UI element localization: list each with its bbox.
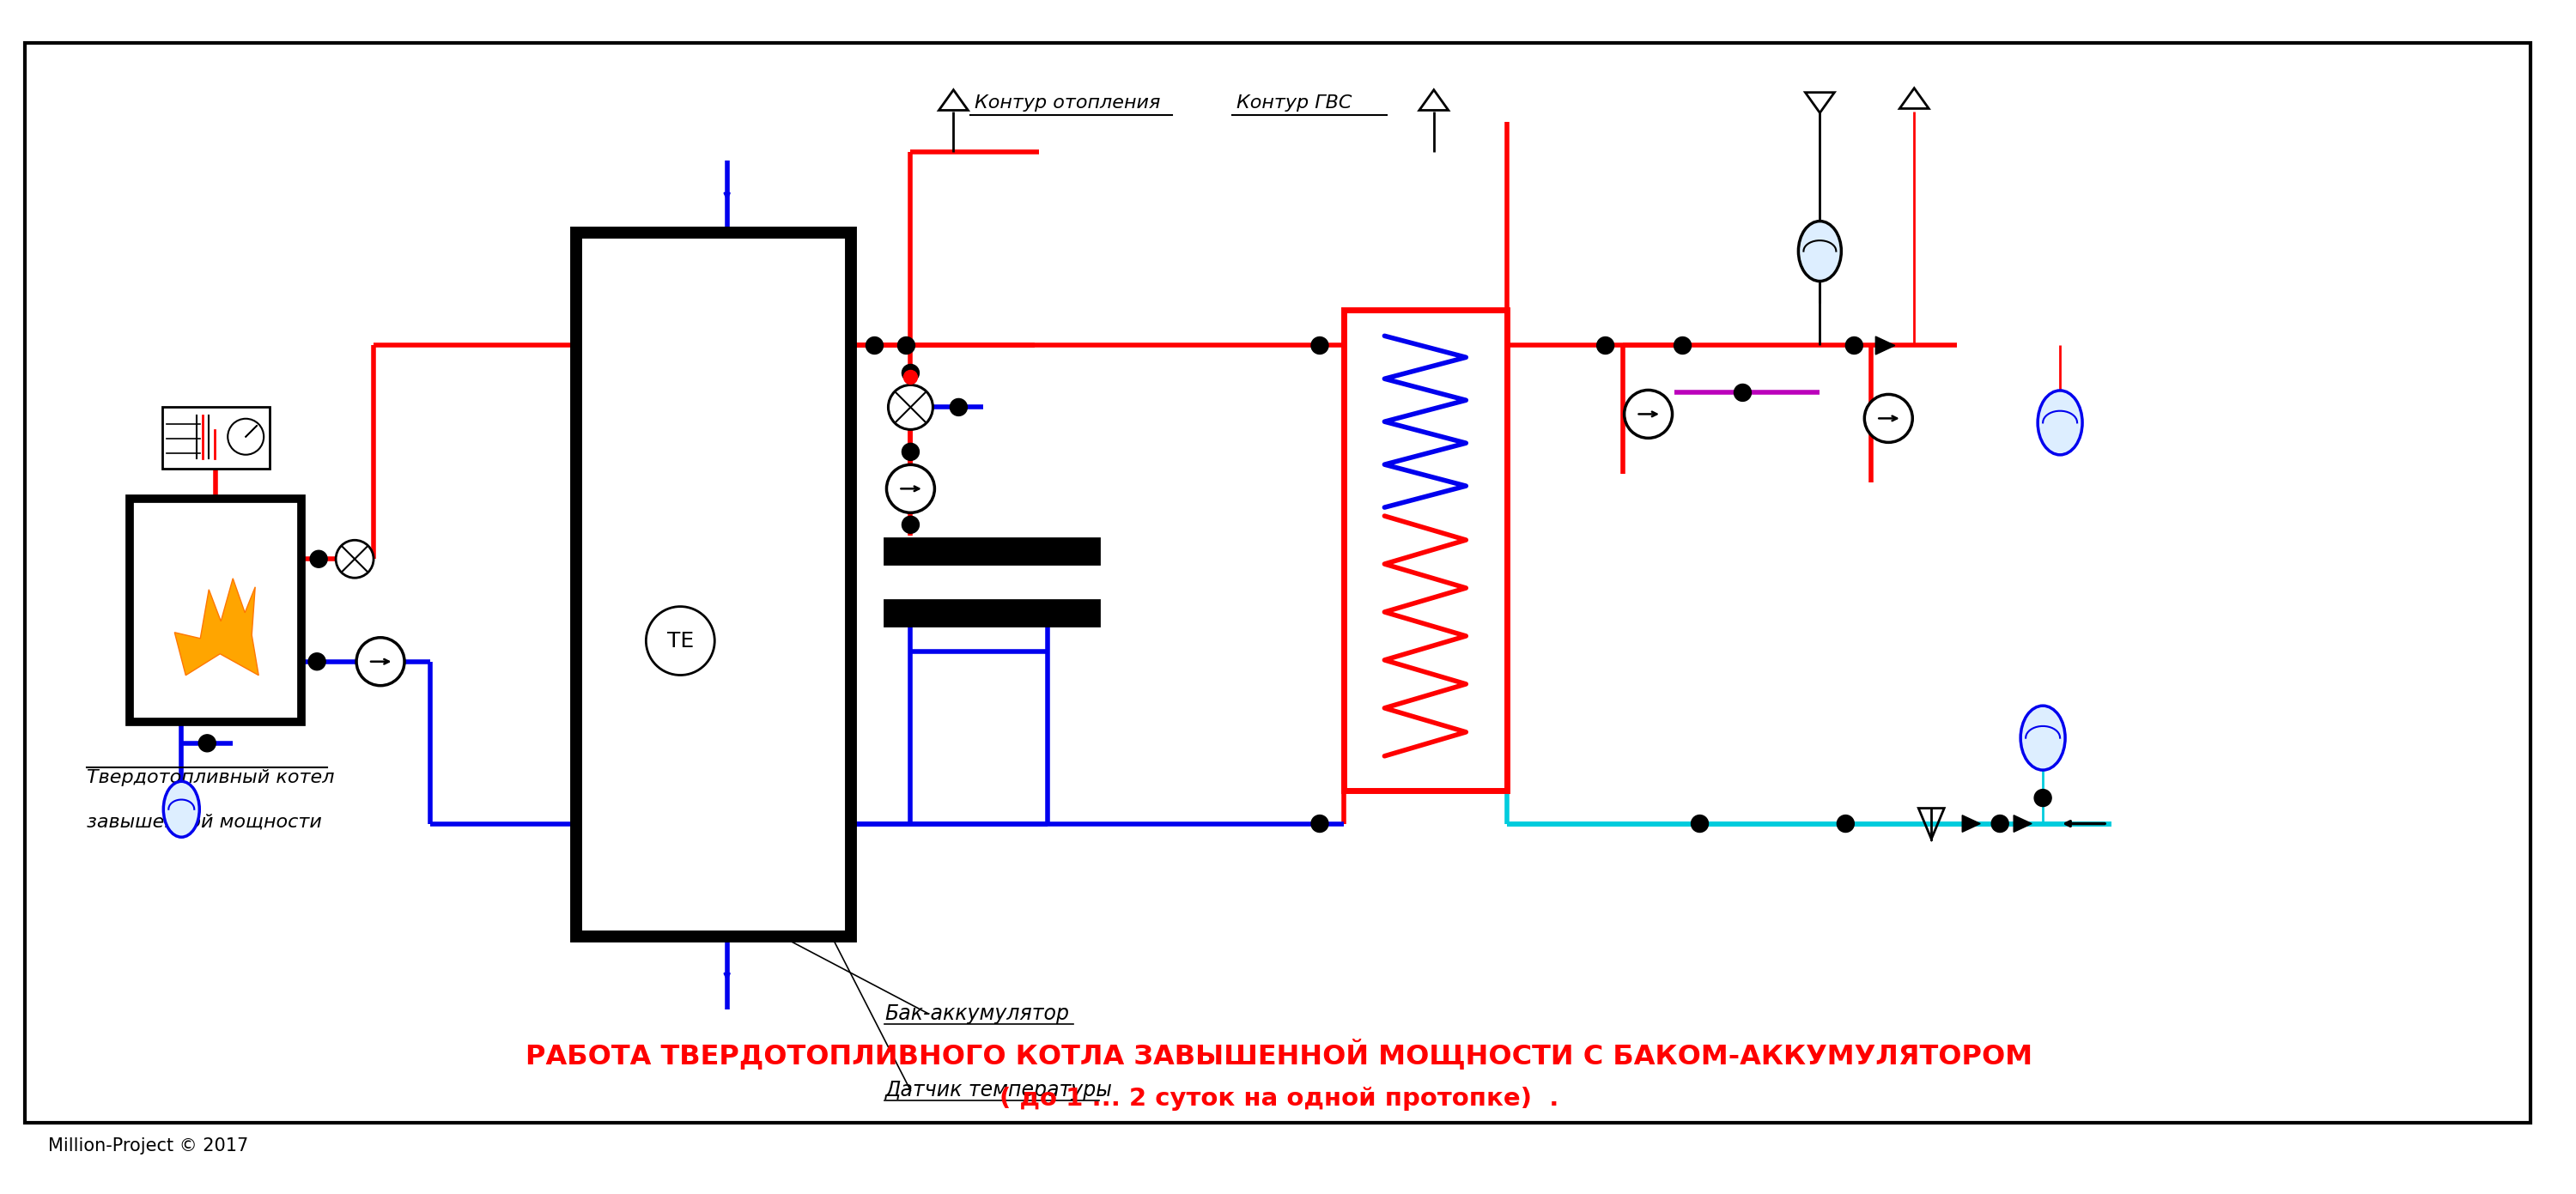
Circle shape: [889, 384, 933, 430]
Text: Контур ГВС: Контур ГВС: [1236, 94, 1352, 111]
Circle shape: [951, 399, 966, 416]
Circle shape: [866, 337, 884, 355]
Bar: [162, 407, 270, 469]
Circle shape: [227, 419, 263, 455]
Circle shape: [1734, 384, 1752, 401]
Circle shape: [896, 337, 914, 355]
Circle shape: [1865, 394, 1911, 443]
Circle shape: [355, 638, 404, 685]
Text: Бак-аккумулятор: Бак-аккумулятор: [884, 1003, 1069, 1023]
Polygon shape: [2014, 816, 2032, 832]
Circle shape: [647, 607, 714, 675]
Circle shape: [902, 516, 920, 534]
Ellipse shape: [162, 781, 198, 837]
Circle shape: [902, 543, 920, 560]
Circle shape: [1038, 543, 1056, 560]
Circle shape: [1991, 816, 2009, 832]
Circle shape: [902, 364, 920, 382]
Circle shape: [1837, 816, 1855, 832]
Circle shape: [309, 550, 327, 567]
Circle shape: [904, 370, 917, 384]
Bar: [1345, 310, 1507, 790]
Circle shape: [2035, 789, 2050, 806]
Circle shape: [198, 734, 216, 752]
Circle shape: [902, 604, 920, 622]
Ellipse shape: [1798, 221, 1842, 281]
Bar: [884, 538, 1100, 564]
Circle shape: [1038, 604, 1056, 622]
Polygon shape: [175, 578, 258, 676]
Circle shape: [1311, 816, 1329, 832]
Text: РАБОТА ТВЕРДОТОПЛИВНОГО КОТЛА ЗАВЫШЕННОЙ МОЩНОСТИ С БАКОМ-АККУМУЛЯТОРОМ: РАБОТА ТВЕРДОТОПЛИВНОГО КОТЛА ЗАВЫШЕННОЙ…: [526, 1039, 2032, 1070]
Circle shape: [1674, 337, 1692, 355]
Text: завышенной мощности: завышенной мощности: [88, 813, 322, 831]
Circle shape: [1625, 390, 1672, 438]
Text: ( до 1 ... 2 суток на одной протопке)  .: ( до 1 ... 2 суток на одной протопке) .: [999, 1087, 1558, 1112]
Circle shape: [1311, 337, 1329, 355]
Bar: [577, 233, 850, 936]
Ellipse shape: [2038, 390, 2081, 455]
Bar: [884, 601, 1100, 626]
Circle shape: [309, 653, 325, 670]
Ellipse shape: [2020, 706, 2066, 770]
Bar: [129, 499, 301, 721]
Circle shape: [902, 443, 920, 461]
Text: Твердотопливный котел: Твердотопливный котел: [88, 769, 335, 786]
Polygon shape: [1875, 337, 1896, 355]
Text: TE: TE: [667, 630, 693, 651]
Text: Датчик температуры: Датчик температуры: [884, 1081, 1113, 1101]
Circle shape: [1692, 816, 1708, 832]
Circle shape: [886, 464, 935, 512]
Text: Контур отопления: Контур отопления: [974, 94, 1162, 111]
Polygon shape: [1963, 816, 1981, 832]
Text: Million-Project © 2017: Million-Project © 2017: [49, 1138, 250, 1155]
Circle shape: [1844, 337, 1862, 355]
Circle shape: [335, 540, 374, 578]
Circle shape: [1597, 337, 1615, 355]
